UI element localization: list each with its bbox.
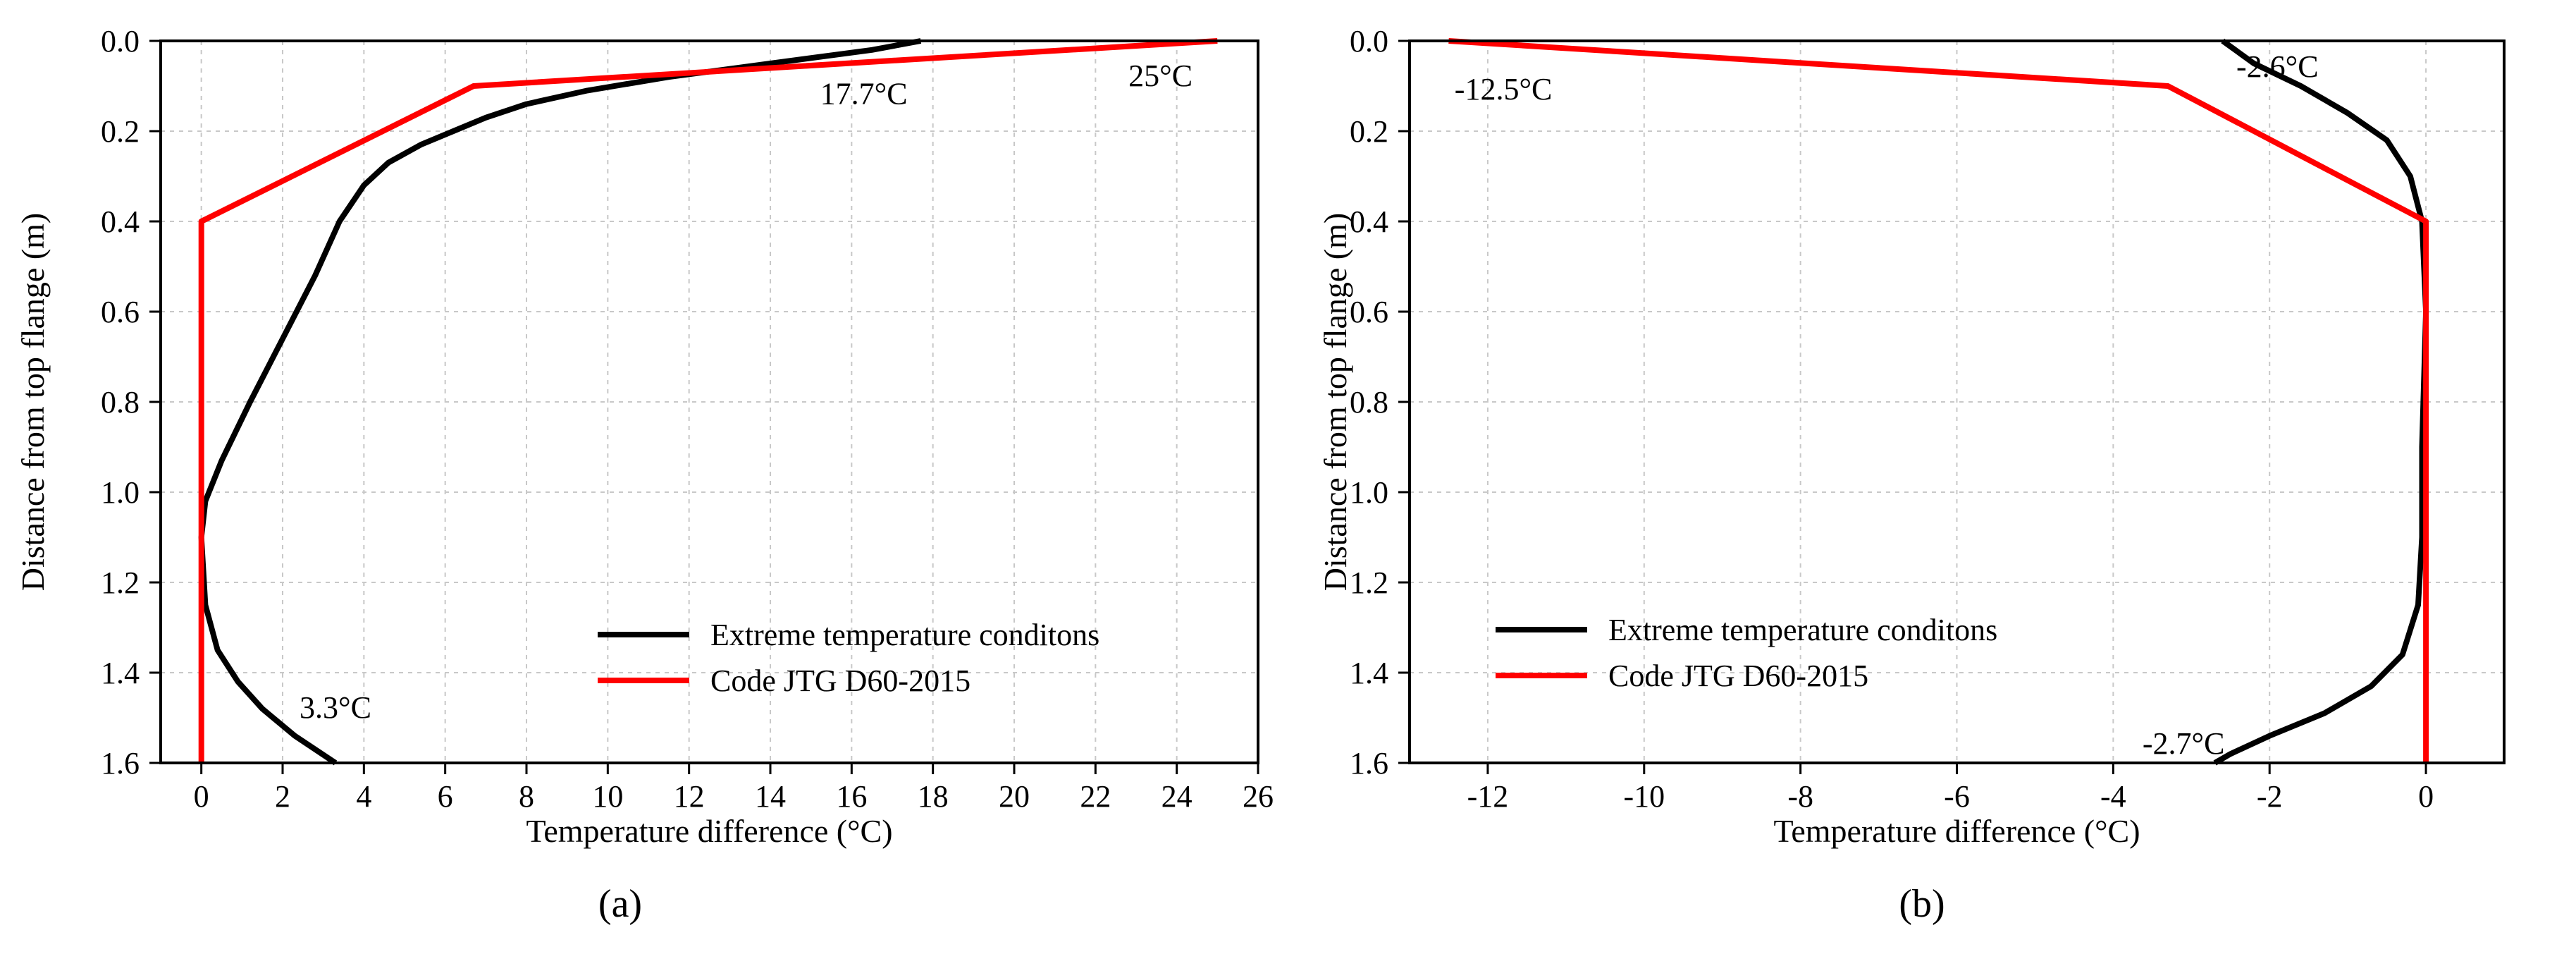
y-tick-label: 0.4 [1350,204,1388,239]
x-tick-label: 0 [2418,779,2434,814]
legend-entry: Code JTG D60-2015 [710,663,970,698]
panel-label: (a) [598,882,642,926]
x-axis-title: Temperature difference (°C) [1773,813,2140,849]
x-tick-label: 4 [356,779,371,814]
x-tick-label: 22 [1080,779,1111,814]
y-tick-label: 1.2 [1350,565,1388,600]
y-axis-title: Distance from top flange (m) [1317,213,1353,591]
x-tick-label: 24 [1161,779,1193,814]
legend-entry: Extreme temperature conditons [1608,613,1997,647]
y-tick-label: 0.8 [1350,385,1388,420]
x-axis-title: Temperature difference (°C) [526,813,892,849]
x-tick-label: 10 [592,779,623,814]
code-jtg-line [198,38,1218,763]
x-tick-label: -10 [1623,779,1665,814]
x-tick-label: 16 [836,779,867,814]
y-tick-label: 0.6 [1350,295,1388,329]
data-label: -2.6°C [2236,49,2319,84]
plot-frame [159,39,1259,764]
data-label: 17.7°C [820,77,908,111]
x-tick-label: 26 [1243,779,1274,814]
y-tick-label: 1.0 [1350,475,1388,510]
y-tick-label: 1.4 [101,656,140,690]
y-tick-label: 0.2 [101,114,140,149]
y-tick-label: 1.6 [1350,746,1388,781]
y-axis-title: Distance from top flange (m) [15,213,51,591]
extreme-temperature-line [2213,38,2429,766]
legend-entry: Extreme temperature conditons [710,618,1099,652]
y-tick-label: 0.0 [101,24,140,59]
y-tick-label: 0.8 [101,385,140,420]
y-tick-label: 0.2 [1350,114,1388,149]
chart-panel-b: -12 -10 -8 -6 -4 -2 0 0.0 0.2 0.4 0.6 0.8 1.0 1.2 1.4 1… [1317,24,2506,926]
x-tick-label: 2 [275,779,290,814]
y-tick-label: 0.4 [101,204,140,239]
data-label: 25°C [1128,59,1193,93]
chart-panel-a: 0 2 4 6 8 10 12 14 16 18 20 22 24 260.00.20.40.60.81.… [15,24,1274,926]
x-tick-label: 20 [999,779,1030,814]
x-tick-label: -4 [2100,779,2126,814]
plot-frame [1408,39,2506,764]
extreme-temperature-line [198,38,922,766]
x-tick-label: 8 [519,779,534,814]
x-tick-label: -2 [2257,779,2283,814]
legend-entry: Code JTG D60-2015 [1608,659,1868,693]
panel-label: (b) [1899,882,1945,926]
x-tick-label: -8 [1787,779,1813,814]
x-tick-label: 14 [755,779,786,814]
data-label: -12.5°C [1455,72,1553,106]
x-tick-label: -6 [1944,779,1970,814]
y-tick-label: 1.2 [101,565,140,600]
y-tick-label: 0.6 [101,295,140,329]
y-tick-label: 1.4 [1350,656,1388,690]
y-tick-label: 1.6 [101,746,140,781]
x-tick-label: 18 [918,779,949,814]
code-jtg-line [1448,38,2429,763]
x-tick-label: 0 [194,779,209,814]
data-label: -2.7°C [2143,726,2225,761]
data-label: 3.3°C [300,690,371,725]
y-tick-label: 1.0 [101,475,140,510]
y-tick-label: 0.0 [1350,24,1388,59]
x-tick-label: -12 [1467,779,1509,814]
x-tick-label: 6 [438,779,453,814]
x-tick-label: 12 [674,779,705,814]
